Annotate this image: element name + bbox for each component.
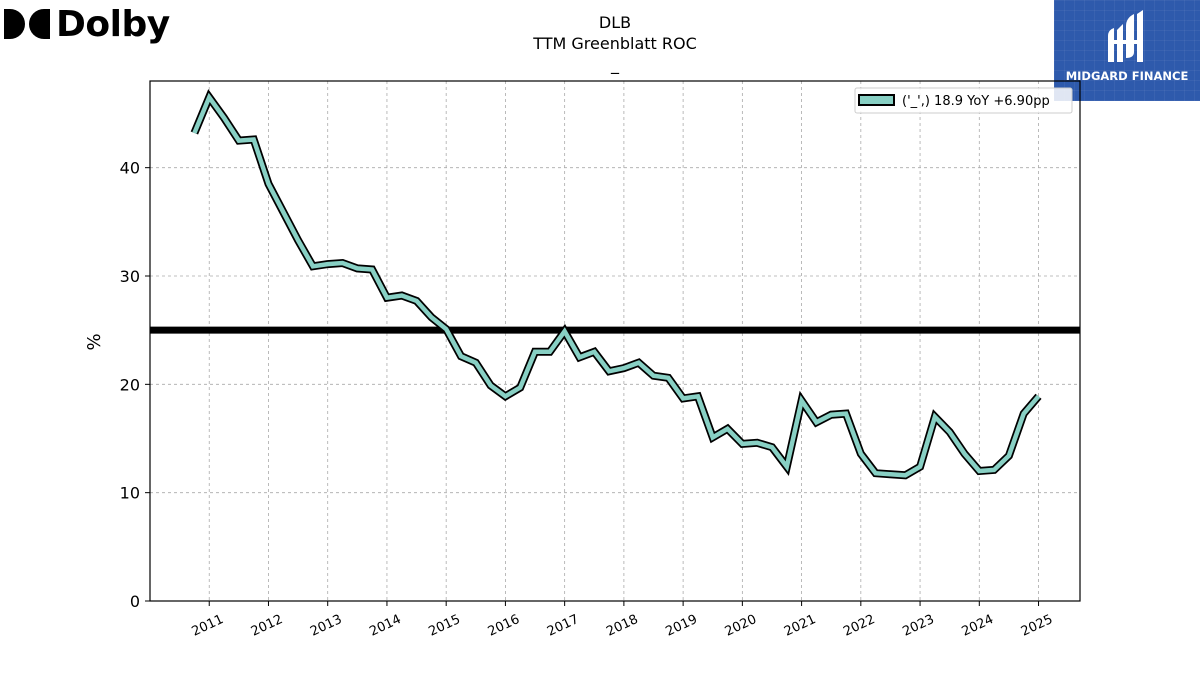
y-tick-label: 40 bbox=[120, 159, 140, 178]
y-tick-label: 20 bbox=[120, 375, 140, 394]
chart-subtitle-2: _ bbox=[611, 55, 619, 74]
x-tick-label: 2015 bbox=[427, 612, 463, 640]
series-layer bbox=[190, 89, 1042, 480]
grid-layer bbox=[150, 81, 1080, 602]
chart-title: DLB bbox=[598, 13, 632, 32]
x-tick-label: 2014 bbox=[367, 612, 403, 640]
x-tick-label: 2012 bbox=[249, 612, 285, 640]
series-outline bbox=[190, 89, 1042, 480]
dolby-wordmark: Dolby bbox=[56, 3, 170, 45]
x-tick-label: 2023 bbox=[900, 612, 936, 640]
legend: ('_',) 18.9 YoY +6.90pp bbox=[854, 87, 1073, 114]
y-tick-label: 0 bbox=[130, 592, 140, 611]
legend-label: ('_',) 18.9 YoY +6.90pp bbox=[902, 94, 1050, 109]
y-axis-label: % bbox=[84, 333, 105, 350]
midgard-finance-wordmark: MIDGARD FINANCE bbox=[1065, 69, 1189, 83]
series-line bbox=[192, 92, 1041, 478]
x-tick-label: 2021 bbox=[782, 612, 818, 640]
x-tick-label: 2022 bbox=[841, 612, 877, 640]
legend-box bbox=[854, 87, 1073, 114]
dolby-double-d-icon bbox=[4, 9, 50, 39]
x-tick-label: 2020 bbox=[723, 612, 759, 640]
x-tick-label: 2024 bbox=[960, 612, 996, 640]
dolby-logo: Dolby bbox=[4, 3, 170, 45]
x-tick-label: 2025 bbox=[1019, 612, 1055, 640]
midgard-finance-logo: MIDGARD FINANCE bbox=[1054, 0, 1200, 101]
chart-titles: DLB TTM Greenblatt ROC _ bbox=[415, 12, 815, 75]
x-tick-label: 2017 bbox=[545, 612, 581, 640]
y-tick-label: 10 bbox=[120, 484, 140, 503]
y-tick-label: 30 bbox=[120, 267, 140, 286]
x-tick-label: 2019 bbox=[663, 612, 699, 640]
x-tick-label: 2016 bbox=[486, 612, 522, 640]
plot-frame bbox=[149, 80, 1081, 602]
x-tick-label: 2011 bbox=[190, 612, 226, 640]
x-tick-label: 2018 bbox=[604, 612, 640, 640]
legend-swatch bbox=[858, 94, 895, 106]
midgard-emblem-icon bbox=[1108, 10, 1143, 62]
x-tick-label: 2013 bbox=[308, 612, 344, 640]
chart-subtitle: TTM Greenblatt ROC bbox=[533, 34, 697, 53]
